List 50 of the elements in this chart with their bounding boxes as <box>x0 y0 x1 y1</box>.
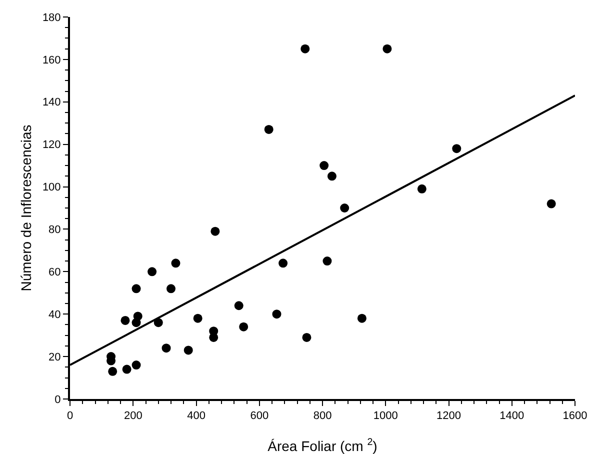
y-tick-label: 180 <box>42 12 61 24</box>
point <box>193 314 202 323</box>
point <box>132 360 141 370</box>
point <box>162 344 171 353</box>
point <box>120 316 130 325</box>
point <box>322 256 332 266</box>
point <box>357 314 366 323</box>
y-axis-title: Número de Inflorescencias <box>18 124 34 292</box>
point <box>452 144 462 154</box>
x-tick-label: 1400 <box>500 410 524 422</box>
y-tick-label: 0 <box>54 394 61 406</box>
x-tick-label: 600 <box>250 410 269 422</box>
y-tick-label: 40 <box>48 308 61 321</box>
point <box>171 258 180 268</box>
point <box>184 346 193 355</box>
x-tick-label: 800 <box>313 410 332 422</box>
point <box>278 258 288 268</box>
point <box>272 310 282 319</box>
point <box>327 172 336 181</box>
y-tick-label: 80 <box>48 224 61 236</box>
point <box>340 204 350 212</box>
point <box>417 184 426 194</box>
point <box>546 199 556 208</box>
point <box>264 124 274 134</box>
x-tick-label: 1000 <box>373 410 398 422</box>
point <box>320 161 329 170</box>
y-tick-label: 20 <box>48 351 61 364</box>
point <box>166 284 176 294</box>
point <box>300 44 310 54</box>
point <box>382 44 392 54</box>
point <box>302 332 312 342</box>
y-tick-label: 100 <box>42 182 61 194</box>
point <box>132 284 141 294</box>
x-tick-label: 200 <box>124 410 142 422</box>
point <box>148 267 157 276</box>
point <box>122 364 132 374</box>
y-tick-label: 120 <box>42 139 61 152</box>
y-tick-label: 160 <box>42 54 61 66</box>
y-tick-label: 60 <box>48 266 61 279</box>
x-tick-label: 400 <box>187 410 206 422</box>
x-tick-label: 1200 <box>436 410 461 422</box>
point <box>210 226 220 236</box>
y-tick-label: 140 <box>42 96 61 109</box>
x-axis-title: Área Foliar (cm $^{2}$) <box>268 437 378 454</box>
point <box>108 366 118 376</box>
x-tick-label: 1600 <box>562 410 588 422</box>
x-tick-label: 0 <box>66 410 74 422</box>
point <box>133 312 142 321</box>
point <box>239 322 248 332</box>
point <box>234 301 244 310</box>
